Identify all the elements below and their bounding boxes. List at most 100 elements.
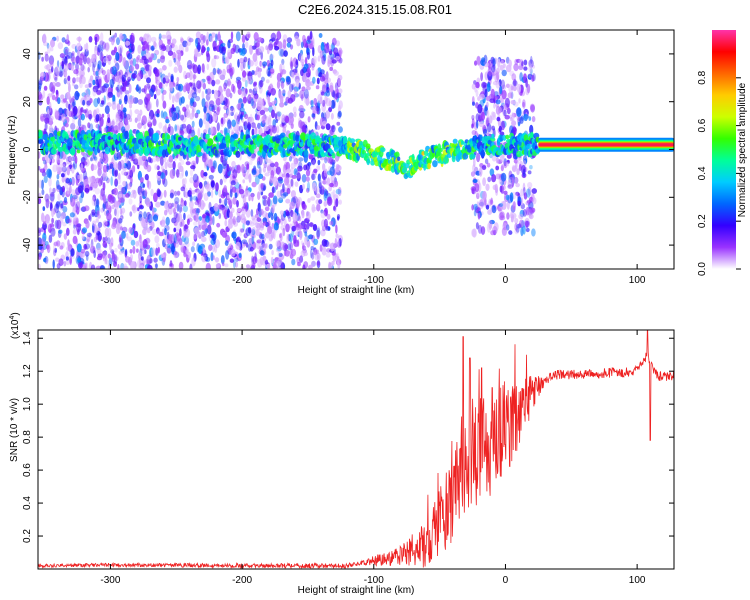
noise-cell [203, 106, 207, 113]
noise-cell [337, 88, 343, 94]
noise-cell [269, 68, 275, 74]
noise-cell [260, 182, 264, 189]
ridge-cell [401, 166, 408, 174]
noise-cell [139, 262, 145, 269]
noise-cell [277, 218, 282, 223]
noise-cell [79, 69, 84, 79]
noise-cell [281, 89, 286, 94]
noise-cell [68, 83, 71, 93]
noise-cell [250, 153, 256, 161]
noise-cell [526, 199, 532, 204]
noise-cell [190, 190, 196, 195]
noise-cell [335, 188, 342, 195]
noise-cell [305, 42, 309, 49]
noise-cell [95, 70, 99, 76]
noise-cell [209, 71, 215, 82]
noise-cell [471, 83, 476, 90]
noise-cell [309, 82, 312, 87]
noise-cell [43, 85, 48, 91]
noise-cell [136, 72, 142, 82]
noise-cell [321, 112, 325, 119]
noise-cell [200, 169, 205, 178]
noise-cell [115, 256, 119, 261]
noise-cell [214, 239, 220, 249]
noise-cell [62, 221, 67, 227]
noise-cell [95, 218, 99, 223]
noise-cell [161, 82, 165, 90]
noise-cell [82, 170, 88, 180]
noise-cell [102, 164, 108, 173]
noise-cell [493, 103, 496, 109]
noise-cell [160, 55, 165, 60]
noise-cell [249, 116, 255, 124]
noise-cell [102, 220, 108, 228]
noise-cell [92, 164, 98, 171]
noise-cell [331, 59, 337, 64]
noise-cell [199, 190, 204, 198]
noise-cell [38, 79, 43, 87]
noise-cell [96, 247, 102, 255]
noise-cell [177, 212, 183, 223]
noise-cell [479, 93, 485, 100]
noise-cell [49, 201, 53, 212]
noise-cell [71, 255, 75, 259]
noise-cell [238, 215, 242, 221]
noise-cell [70, 248, 74, 257]
x-tick-label: 0 [503, 275, 509, 286]
noise-cell [272, 195, 278, 205]
noise-cell [317, 173, 321, 182]
noise-cell [319, 179, 322, 188]
noise-cell [203, 160, 207, 169]
noise-cell [476, 201, 480, 208]
noise-cell [319, 185, 325, 196]
ridge-cell [432, 160, 438, 168]
noise-cell [224, 56, 229, 64]
noise-cell [296, 172, 301, 182]
noise-cell [216, 106, 220, 116]
noise-cell [221, 232, 227, 238]
noise-cell [212, 67, 217, 76]
noise-cell [55, 82, 61, 87]
noise-cell [268, 212, 271, 219]
ridge-cell [138, 134, 143, 139]
noise-cell [190, 82, 195, 90]
noise-cell [60, 94, 65, 100]
noise-cell [263, 125, 270, 132]
noise-cell [511, 120, 517, 127]
noise-cell [115, 208, 120, 219]
noise-cell [205, 121, 210, 131]
noise-cell [243, 121, 248, 131]
noise-cell [523, 59, 528, 66]
noise-cell [169, 192, 174, 199]
noise-cell [63, 58, 68, 65]
noise-cell [475, 89, 479, 97]
noise-cell [38, 244, 43, 250]
noise-cell [212, 215, 215, 226]
noise-cell [74, 90, 80, 101]
noise-cell [305, 176, 310, 182]
noise-cell [148, 127, 154, 137]
noise-cell [253, 128, 257, 134]
noise-cell [215, 263, 220, 268]
x-tick-label: 100 [629, 275, 646, 286]
noise-cell [101, 69, 106, 76]
noise-cell [194, 213, 199, 223]
noise-cell [60, 203, 64, 209]
noise-cell [152, 228, 158, 235]
noise-cell [248, 194, 251, 202]
noise-cell [70, 104, 74, 110]
noise-cell [153, 42, 158, 50]
noise-cell [267, 85, 272, 94]
noise-cell [173, 227, 177, 233]
noise-cell [272, 176, 278, 187]
noise-cell [222, 52, 226, 62]
noise-cell [258, 208, 264, 216]
noise-cell [257, 122, 261, 129]
noise-cell [77, 174, 80, 180]
noise-cell [65, 91, 71, 100]
noise-cell [265, 45, 269, 51]
noise-cell [280, 224, 286, 231]
noise-cell [92, 88, 97, 97]
noise-cell [477, 96, 481, 101]
